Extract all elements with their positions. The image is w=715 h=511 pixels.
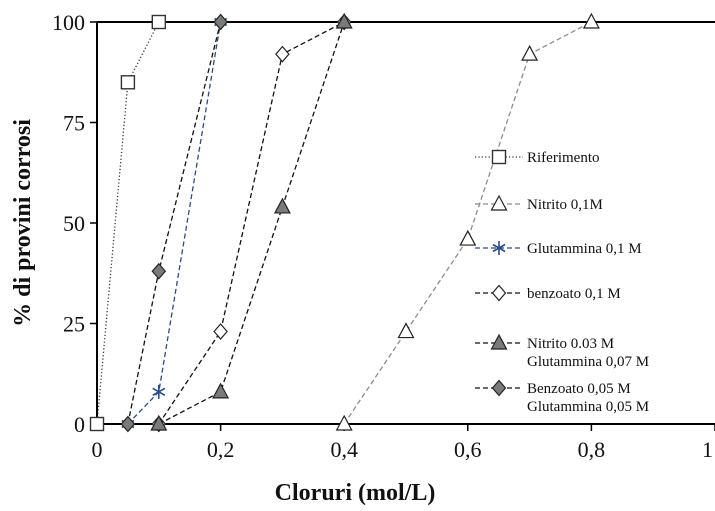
- legend: Riferimento Nitrito 0,1M Glutammina 0,1 M b…: [475, 149, 649, 415]
- series-1: [89, 14, 167, 432]
- legend-label: Nitrito 0.03 M: [527, 336, 614, 352]
- data-point: [582, 12, 600, 29]
- series-line: [96, 21, 160, 425]
- y-tick-label: 75: [63, 111, 85, 136]
- data-point: [151, 262, 167, 280]
- data-point: [335, 12, 353, 29]
- legend-item: Nitrito 0,1M: [475, 194, 603, 213]
- legend-label: Benzoato 0,05 M: [527, 381, 631, 397]
- data-point: [213, 323, 228, 340]
- legend-marker: [490, 333, 508, 350]
- data-point: [397, 322, 415, 339]
- series-line: [343, 21, 592, 425]
- series-line: [158, 21, 345, 425]
- x-tick-label: 0,8: [578, 437, 606, 462]
- data-point: [120, 415, 136, 433]
- x-tick-label: 0,4: [330, 437, 358, 462]
- series-4: [151, 13, 352, 433]
- legend-label: Glutammina 0,07 M: [527, 354, 649, 370]
- y-tick-label: 25: [63, 312, 85, 337]
- legend-item: Nitrito 0.03 M Glutammina 0,07 M: [475, 333, 649, 370]
- data-point: [275, 45, 290, 63]
- series-2: [335, 12, 600, 431]
- legend-label: Glutammina 0,1 M: [527, 241, 642, 257]
- legend-item: Benzoato 0,05 M Glutammina 0,05 M: [475, 379, 649, 415]
- data-point: [152, 384, 166, 399]
- data-point: [273, 197, 291, 214]
- data-point: [120, 75, 136, 90]
- x-axis-title: Cloruri (mol/L): [275, 480, 436, 506]
- legend-marker: [490, 194, 508, 211]
- legend-label: Glutammina 0,05 M: [527, 399, 649, 415]
- legend-label: benzoato 0,1 M: [527, 286, 621, 302]
- x-tick-label: 0: [92, 437, 103, 462]
- legend-item: Riferimento: [475, 149, 599, 166]
- series-line: [158, 21, 345, 425]
- data-point: [335, 414, 353, 431]
- axis-ticks: 0 25 50 75 100 0 0,2 0,4 0,6 0,8 1: [52, 10, 715, 462]
- series-6: [120, 13, 228, 433]
- series-layer: [89, 12, 600, 433]
- series-3: [121, 15, 228, 431]
- data-point: [213, 13, 228, 31]
- legend-label: Riferimento: [527, 150, 599, 166]
- legend-item: benzoato 0,1 M: [475, 284, 621, 302]
- data-point: [89, 416, 105, 432]
- x-tick-label: 0,2: [207, 437, 235, 462]
- y-tick-label: 0: [74, 412, 85, 437]
- series-5: [150, 12, 353, 431]
- series-line: [127, 21, 222, 425]
- y-tick-label: 50: [63, 211, 85, 236]
- legend-marker: [491, 284, 507, 302]
- y-tick-label: 100: [52, 10, 85, 35]
- series-line: [127, 21, 222, 425]
- legend-item: Glutammina 0,1 M: [475, 241, 642, 257]
- data-point: [150, 414, 168, 431]
- data-point: [459, 229, 477, 246]
- legend-label: Nitrito 0,1M: [527, 197, 603, 213]
- legend-marker: [492, 241, 506, 255]
- data-point: [521, 44, 539, 61]
- x-tick-label: 0,6: [454, 437, 482, 462]
- legend-marker: [491, 379, 507, 397]
- x-tick-label: 1: [702, 437, 713, 462]
- y-axis-title: % di provini corrosi: [10, 119, 36, 327]
- legend-marker: [491, 149, 507, 165]
- data-point: [212, 382, 230, 399]
- data-point: [151, 14, 167, 30]
